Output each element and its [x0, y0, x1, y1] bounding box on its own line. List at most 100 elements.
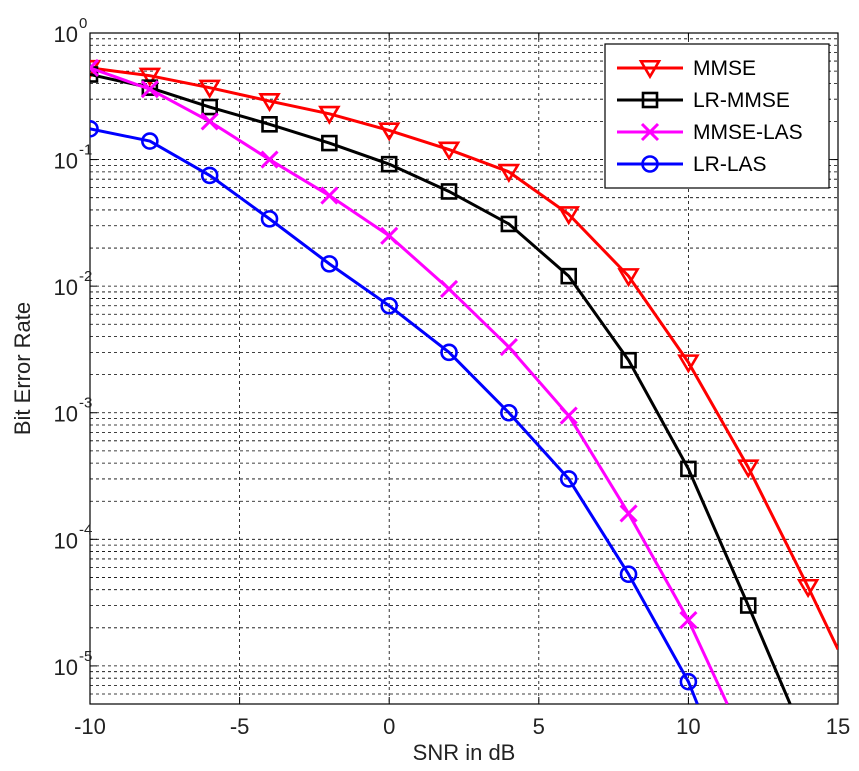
data-point-lr-mmse [440, 183, 458, 200]
y-tick-label-exponent: 0 [79, 15, 87, 32]
data-point-lr-las [440, 343, 458, 362]
legend-item-mmse: MMSE [617, 57, 756, 80]
data-point-mmse [497, 163, 521, 183]
data-point-lr-mmse [680, 460, 697, 478]
data-point-lr-las [679, 672, 698, 691]
x-marker-stroke [559, 406, 578, 425]
legend-marker-mmse-las [640, 122, 660, 142]
data-point-lr-mmse [739, 597, 757, 614]
data-point-mmse-las [619, 504, 638, 523]
data-point-lr-mmse [261, 115, 278, 133]
x-marker-stroke [90, 65, 100, 77]
x-marker-stroke [499, 338, 518, 357]
data-point-mmse-las [679, 611, 698, 630]
data-point-mmse-las [559, 406, 578, 425]
x-marker-stroke [640, 122, 660, 142]
series-line-lr-las [90, 127, 699, 704]
data-point-lr-mmse [500, 215, 518, 233]
x-marker-stroke [140, 80, 159, 99]
x-tick-label: 0 [383, 714, 395, 739]
legend: MMSE LR-MMSE MMSE-LAS LR-LAS [604, 43, 830, 189]
y-tick-label-exponent: -3 [79, 395, 92, 412]
data-point-mmse [736, 459, 760, 479]
y-tick-label-exponent: -5 [79, 648, 92, 665]
legend-item-lr-mmse: LR-MMSE [617, 89, 790, 112]
data-point-lr-mmse [380, 155, 398, 173]
data-point-lr-mmse [321, 134, 338, 152]
legend-marker-mmse [638, 59, 662, 80]
legend-marker-lr-las [641, 155, 659, 173]
plot-frame-rect [89, 32, 839, 705]
legend-label-lr-las: LR-LAS [693, 153, 767, 176]
plot-frame [89, 32, 839, 705]
data-point-mmse-las [380, 226, 399, 245]
legend-label-lr-mmse: LR-MMSE [693, 89, 790, 112]
data-point-lr-las [320, 255, 339, 273]
x-tick-label: 5 [533, 714, 545, 739]
data-point-mmse [557, 206, 580, 226]
x-tick-label: -10 [74, 714, 106, 739]
data-point-lr-mmse [201, 98, 218, 116]
data-point-lr-las [380, 296, 399, 315]
x-axis-label: SNR in dB [413, 740, 516, 765]
y-axis-label: Bit Error Rate [10, 302, 35, 435]
data-point-mmse [796, 578, 820, 599]
series-mmse-las [90, 58, 729, 704]
data-point-mmse [617, 268, 640, 288]
data-point-mmse-las [499, 338, 518, 357]
y-tick-label-base: 10 [54, 275, 78, 300]
data-point-mmse [258, 92, 281, 113]
data-point-mmse-las [260, 150, 279, 169]
y-tick-label-base: 10 [54, 149, 78, 174]
y-tick-label-base: 10 [54, 402, 78, 427]
data-point-mmse-las [439, 279, 459, 299]
x-marker-stroke [200, 112, 219, 131]
data-point-lr-las [141, 132, 159, 150]
data-point-mmse [377, 122, 401, 142]
data-point-lr-las [559, 470, 578, 488]
legend-label-mmse-las: MMSE-LAS [693, 121, 803, 144]
y-tick-label-base: 10 [54, 528, 78, 553]
x-marker-stroke [439, 279, 459, 299]
x-marker-stroke [380, 226, 399, 245]
x-marker-stroke [619, 504, 638, 523]
series-mmse [90, 59, 838, 651]
y-tick-label-base: 10 [54, 655, 78, 680]
legend-marker-lr-mmse [641, 91, 659, 109]
x-marker-stroke [320, 186, 339, 205]
y-tick-label-exponent: -1 [79, 142, 92, 159]
data-point-mmse [138, 67, 162, 87]
data-point-mmse-las [140, 80, 159, 99]
x-tick-label: 15 [826, 714, 850, 739]
data-point-lr-las [90, 120, 99, 138]
data-point-lr-mmse [560, 267, 578, 285]
x-tick-label: -5 [230, 714, 250, 739]
data-point-lr-las [200, 166, 219, 185]
x-marker-stroke [90, 58, 100, 71]
data-point-mmse [198, 79, 221, 99]
legend-label-mmse: MMSE [693, 57, 756, 80]
y-tick-label-exponent: -4 [79, 521, 92, 538]
data-point-mmse-las [320, 186, 339, 205]
data-point-mmse [677, 354, 700, 374]
grid-layer [90, 33, 838, 704]
y-tick-label-base: 10 [54, 22, 78, 47]
data-point-lr-las [619, 565, 638, 584]
legend-item-mmse-las: MMSE-LAS [617, 121, 803, 144]
data-point-lr-mmse [620, 351, 637, 369]
x-marker-stroke [679, 611, 698, 630]
x-tick-label: 10 [676, 714, 700, 739]
legend-item-lr-las: LR-LAS [617, 153, 767, 176]
y-tick-label-exponent: -2 [79, 268, 92, 285]
data-point-mmse-las [90, 58, 100, 77]
x-marker-stroke [260, 150, 279, 169]
data-point-lr-las [260, 210, 279, 228]
data-point-mmse [437, 141, 461, 161]
series-lr-las [90, 120, 699, 704]
series-line-mmse [90, 66, 838, 651]
series-line-lr-mmse [90, 73, 792, 704]
data-point-mmse [318, 105, 341, 125]
